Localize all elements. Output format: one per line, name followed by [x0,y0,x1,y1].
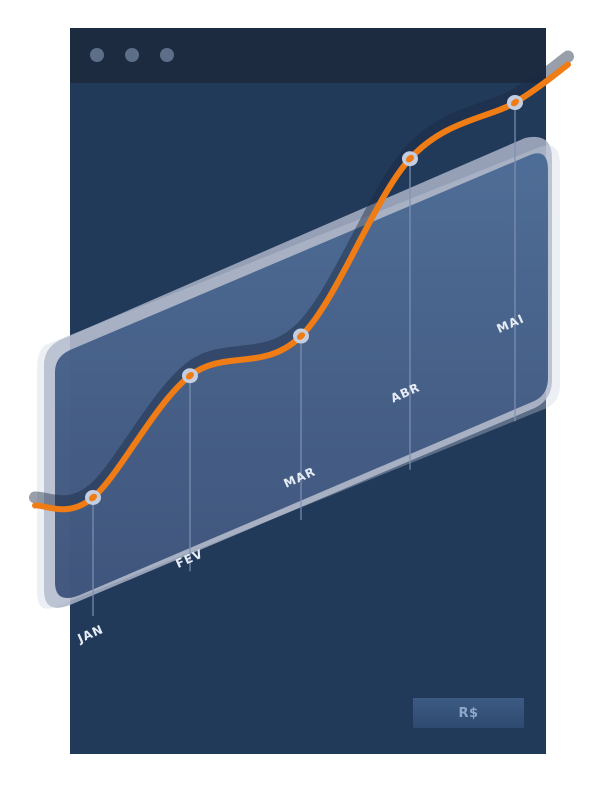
data-point-dot [296,332,306,340]
data-point-dot [185,371,195,380]
x-tick-label-jan: JAN [75,622,106,646]
data-point-jan [85,490,101,505]
currency-button[interactable]: R$ [413,698,524,728]
series-line-shadow [29,50,574,508]
data-point-dot [405,154,415,163]
window-dot-icon[interactable] [125,48,139,62]
data-point-dot [88,493,98,502]
data-point-abr [402,151,418,167]
window-dot-icon[interactable] [90,48,104,62]
data-point-mar [293,328,309,344]
data-point-fev [182,368,198,384]
window-titlebar [70,28,546,83]
data-point-dot [510,98,520,107]
data-point-mai [507,95,523,111]
window-dot-icon[interactable] [160,48,174,62]
